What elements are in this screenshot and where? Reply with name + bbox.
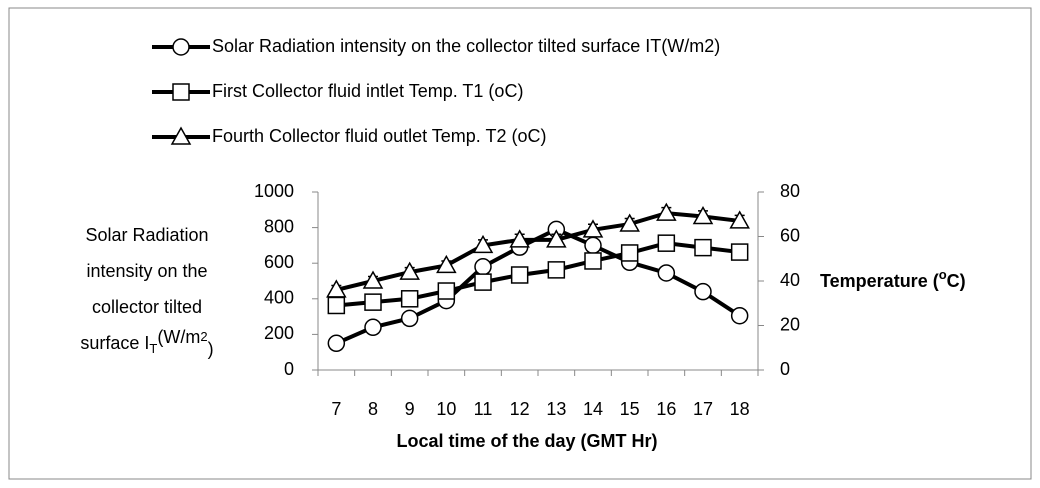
marker	[437, 282, 456, 300]
x-tick-label: 9	[405, 399, 415, 419]
marker	[362, 270, 384, 289]
x-tick-label: 15	[620, 399, 640, 419]
x-tick-label: 13	[546, 399, 566, 419]
marker	[584, 236, 602, 255]
marker	[730, 243, 749, 261]
marker	[619, 213, 640, 232]
y-axis-title-part: surface I	[80, 333, 149, 353]
y-tick-label: 0	[284, 359, 294, 379]
y-axis-title-part: 2	[200, 329, 207, 344]
x-tick-label: 10	[436, 399, 456, 419]
legend-marker	[170, 126, 192, 145]
y2-axis-title-part: Temperature (	[820, 271, 939, 291]
legend-marker	[172, 38, 190, 56]
marker	[509, 229, 530, 248]
legend-label: First Collector fluid intlet Temp. T1 (o…	[212, 81, 523, 101]
y2-axis-title: Temperature (oC)	[820, 267, 966, 290]
y-axis-title: surface IT(W/m2)	[80, 327, 213, 359]
y-axis-title-part: T	[149, 341, 157, 356]
y-axis-title: intensity on the	[86, 261, 207, 281]
y2-tick-label: 0	[780, 359, 790, 379]
y-axis-title-part: )	[208, 339, 214, 359]
y2-tick-label: 60	[780, 225, 800, 245]
y-tick-label: 400	[264, 288, 294, 308]
y-axis-title: Solar Radiation	[85, 225, 208, 245]
legend-label: Fourth Collector fluid outlet Temp. T2 (…	[212, 126, 546, 146]
marker	[546, 229, 567, 248]
marker	[657, 264, 676, 282]
marker	[729, 210, 750, 229]
marker	[694, 282, 712, 301]
marker	[474, 258, 492, 276]
marker	[656, 202, 677, 221]
x-tick-label: 12	[510, 399, 530, 419]
y-tick-label: 600	[264, 252, 294, 272]
y-axis-title-part: (W/m	[157, 327, 200, 347]
x-tick-label: 11	[474, 399, 493, 419]
marker	[474, 273, 492, 291]
marker	[657, 234, 676, 252]
marker	[620, 244, 639, 262]
marker	[327, 334, 346, 353]
x-tick-label: 16	[656, 399, 676, 419]
legend-label: Solar Radiation intensity on the collect…	[212, 36, 720, 56]
marker	[694, 238, 712, 257]
marker	[692, 205, 714, 225]
y2-tick-label: 20	[780, 314, 800, 334]
x-tick-label: 7	[331, 399, 341, 419]
x-tick-label: 17	[693, 399, 713, 419]
y-axis-title: collector tilted	[92, 297, 202, 317]
y-tick-label: 200	[264, 323, 294, 343]
y2-tick-label: 40	[780, 270, 800, 290]
legend-marker	[172, 83, 190, 101]
marker	[364, 318, 382, 337]
marker	[436, 254, 457, 274]
y2-tick-label: 80	[780, 181, 800, 201]
marker	[547, 261, 566, 279]
marker	[400, 290, 419, 308]
y-tick-label: 1000	[254, 181, 294, 201]
x-axis-title: Local time of the day (GMT Hr)	[396, 431, 657, 451]
y-tick-label: 800	[264, 216, 294, 236]
marker	[730, 306, 749, 325]
marker	[327, 296, 346, 315]
marker	[364, 293, 382, 311]
marker	[399, 261, 420, 280]
x-tick-label: 14	[583, 399, 603, 419]
marker	[510, 266, 529, 284]
marker	[582, 219, 604, 238]
x-tick-label: 8	[368, 399, 378, 419]
x-tick-label: 18	[730, 399, 750, 419]
marker	[584, 252, 602, 270]
marker	[400, 309, 419, 328]
y2-axis-title-part: C)	[947, 271, 966, 291]
y2-axis-title-part: o	[939, 267, 947, 282]
marker	[472, 234, 494, 254]
marker	[326, 279, 347, 298]
